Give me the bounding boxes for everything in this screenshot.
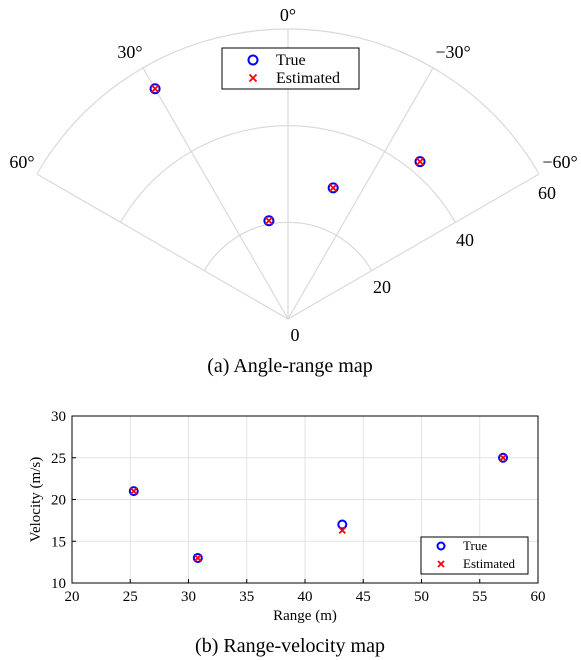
x-tick-label: 35 <box>239 589 254 605</box>
legend-estimated-label: Estimated <box>463 556 515 571</box>
estimated-point <box>130 487 138 495</box>
x-tick-label: 60 <box>531 589 546 605</box>
angle-tick-label: −60° <box>542 152 577 172</box>
x-tick-label: 55 <box>472 589 487 605</box>
legend-estimated-marker <box>248 73 258 83</box>
true-point <box>192 552 203 563</box>
x-tick-label: 20 <box>65 589 80 605</box>
legend-b: True Estimated <box>420 536 529 575</box>
caption-b: (b) Range-velocity map <box>195 635 385 657</box>
estimated-point <box>150 84 160 93</box>
y-tick-label: 25 <box>51 451 66 467</box>
x-tick-label: 40 <box>298 589 313 605</box>
y-tick-label: 15 <box>51 534 66 550</box>
estimated-point <box>338 526 346 535</box>
true-point <box>327 182 339 194</box>
angle-tick-label: 0° <box>280 5 296 25</box>
legend-box <box>221 47 360 90</box>
estimated-point <box>499 454 507 462</box>
angle-tick-label: −30° <box>435 42 470 62</box>
range-tick-label: 40 <box>456 230 474 250</box>
x-tick-label: 30 <box>181 589 196 605</box>
y-axis-label: Velocity (m/s) <box>28 457 44 542</box>
x-tick-label: 25 <box>123 589 138 605</box>
true-point <box>128 486 139 497</box>
x-tick-label: 50 <box>414 589 429 605</box>
angle-tick-label: 60° <box>9 152 34 172</box>
angle-grid-spoke <box>142 67 289 320</box>
legend-true-label: True <box>276 52 306 69</box>
estimated-point <box>264 216 274 225</box>
x-tick-label: 45 <box>356 589 371 605</box>
angle-tick-label: 30° <box>117 42 142 62</box>
y-tick-label: 30 <box>51 409 66 425</box>
range-tick-label: 0 <box>291 325 300 345</box>
true-point <box>337 519 348 530</box>
y-tick-label: 20 <box>51 493 66 509</box>
angle-grid-spoke <box>36 173 289 320</box>
true-point <box>263 215 275 227</box>
y-tick-label: 10 <box>51 576 66 592</box>
estimated-point <box>329 183 338 192</box>
range-tick-label: 20 <box>373 277 391 297</box>
angle-grid-spoke <box>287 67 434 320</box>
x-axis-label: Range (m) <box>273 608 337 624</box>
legend-true-label: True <box>463 538 487 553</box>
true-point <box>149 83 161 95</box>
caption-a: (a) Angle-range map <box>207 355 372 377</box>
legend-estimated-marker <box>437 560 445 568</box>
range-velocity-chart: 20 25 30 35 40 45 50 55 60 10 15 20 25 30 Range (m) Vel… <box>28 409 546 624</box>
legend-estimated-label: Estimated <box>276 70 340 87</box>
estimated-point <box>415 157 425 166</box>
plot-frame <box>71 415 539 584</box>
true-point <box>414 156 426 168</box>
legend-true-marker <box>247 54 259 66</box>
angle-grid-spoke <box>287 173 540 320</box>
range-tick-label: 60 <box>538 183 556 203</box>
true-point <box>498 452 509 463</box>
estimated-point <box>194 554 202 562</box>
legend-true-marker <box>436 541 446 551</box>
